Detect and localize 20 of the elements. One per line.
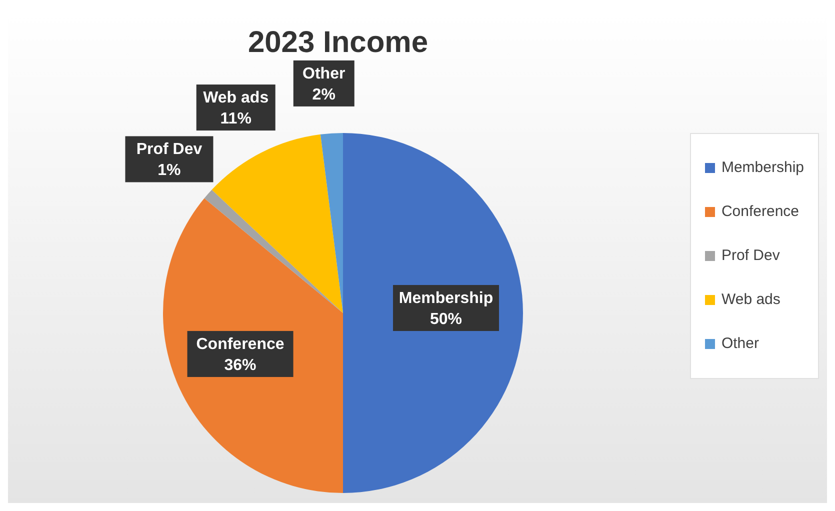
data-label: 1% [158,162,181,180]
slice-label: Membership [398,290,494,307]
pie-slice [320,133,343,313]
pie-slice [212,134,343,313]
legend-label: Conference [721,202,800,222]
data-label: 2% [312,86,336,104]
slice-label: Web ads [203,90,269,107]
slice-label: Prof Dev [136,141,202,158]
data-label: 36% [224,356,256,374]
slice-label: Conference [196,336,284,353]
chart-title: 2023 Income [246,26,430,60]
data-label: 50% [430,311,462,328]
legend-label: Membership [721,158,804,178]
pie-slice [343,133,523,493]
legend-label: Web ads [721,290,780,310]
legend-label: Other [721,334,759,354]
pie-slice [204,190,343,313]
data-label: 11% [220,110,252,128]
slice-label: Other [302,65,346,82]
legend-label: Prof Dev [721,246,780,266]
